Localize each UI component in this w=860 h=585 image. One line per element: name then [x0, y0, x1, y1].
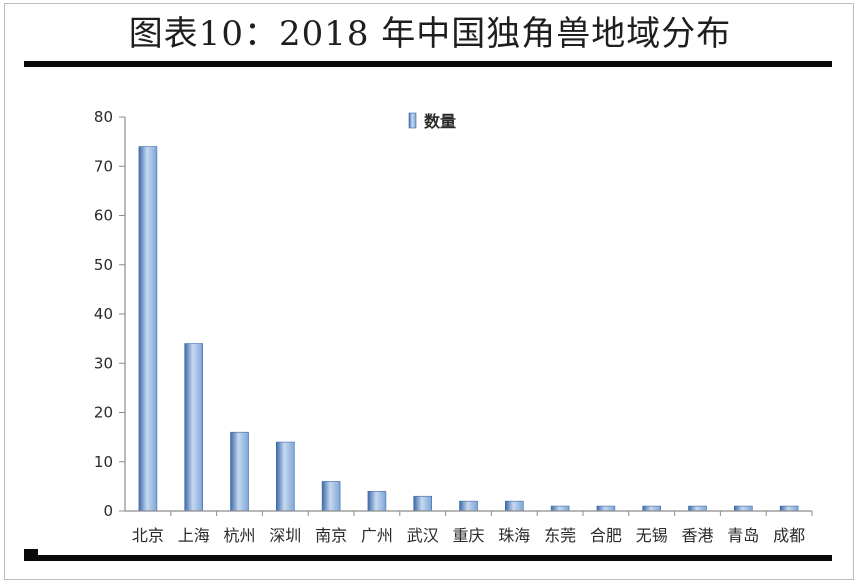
legend: 数量: [408, 112, 456, 131]
x-category-label: 青岛: [727, 526, 759, 545]
y-tick-label: 70: [94, 157, 113, 175]
bar: [413, 495, 433, 512]
y-tick-label: 0: [103, 502, 113, 520]
x-category-label: 重庆: [452, 526, 484, 545]
legend-swatch: [408, 112, 417, 129]
x-category-label: 北京: [132, 526, 164, 545]
bottom-rule: [24, 555, 832, 561]
x-axis-labels: 北京 上海 杭州 深圳 南京 广州 武汉 重庆 珠海 东莞 合肥 无锡 香港 青岛 成都: [132, 511, 813, 545]
x-category-label: 成都: [773, 526, 805, 545]
x-category-label: 杭州: [223, 526, 255, 545]
bar: [275, 441, 295, 512]
bar: [733, 505, 753, 512]
bar: [184, 343, 203, 512]
y-tick-label: 10: [94, 453, 113, 471]
x-category-label: 珠海: [498, 526, 530, 545]
bar: [779, 505, 799, 512]
bars-group: [138, 146, 799, 512]
x-category-label: 香港: [681, 526, 713, 545]
page-title: 图表10：2018 年中国独角兽地域分布: [128, 14, 732, 54]
title-underline-rule: [24, 61, 832, 67]
y-tick-label: 30: [94, 354, 113, 372]
y-tick-label: 50: [94, 256, 113, 274]
bar: [504, 500, 524, 512]
x-category-label: 深圳: [269, 526, 301, 545]
x-category-label: 广州: [361, 526, 393, 545]
x-category-label: 无锡: [636, 526, 668, 545]
y-tick-label: 60: [94, 207, 113, 225]
y-tick-label: 40: [94, 305, 113, 323]
y-tick-label: 20: [94, 404, 113, 422]
bar: [459, 500, 478, 512]
x-category-label: 南京: [315, 526, 347, 545]
x-category-label: 东莞: [544, 526, 576, 545]
bar: [230, 431, 249, 512]
bar: [550, 505, 570, 512]
y-axis-ticks: 0 10 20 30 40 50 60 70 80: [94, 108, 125, 520]
x-category-label: 合肥: [590, 526, 622, 545]
bar: [367, 490, 387, 512]
bar: [138, 146, 158, 512]
x-category-label: 上海: [178, 526, 210, 545]
legend-label: 数量: [424, 112, 456, 131]
bar: [642, 505, 662, 512]
bar: [596, 505, 616, 512]
corner-mark: [24, 549, 38, 555]
x-category-label: 武汉: [407, 526, 439, 545]
y-tick-label: 80: [94, 108, 113, 126]
bar: [688, 505, 707, 512]
bar: [321, 481, 341, 512]
